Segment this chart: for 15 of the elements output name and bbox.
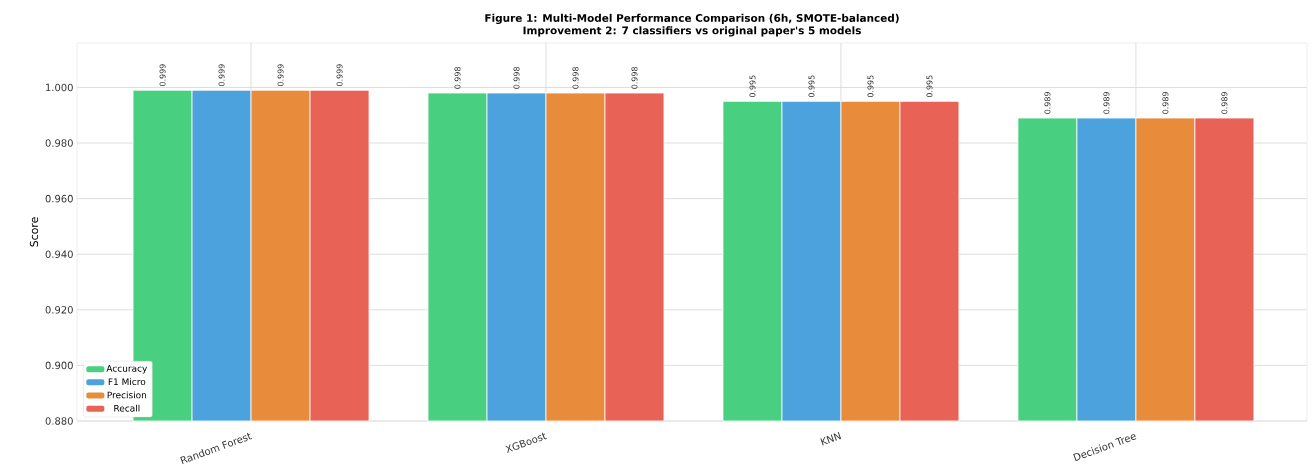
legend-label: Accuracy [106,365,148,374]
legend-label: Precision [107,391,147,399]
chart-title: Figure 1: Multi-Model Performance Comparison (6h, SMOTE-balanced) [485,13,899,25]
legend-label: Recall [114,404,140,412]
y-tick-label: 0.920 [45,306,73,314]
y-tick-label: 1.000 [46,83,73,92]
legend-label: F1 Micro [108,378,146,386]
chart-subtitle: Improvement 2: 7 classifiers vs original paper's 5 models [523,26,861,37]
y-axis-title: Score [29,217,39,247]
y-tick-label: 0.980 [45,139,73,147]
y-tick-label: 0.940 [45,250,73,258]
y-tick-label: 0.880 [45,417,73,425]
y-tick-label: 0.960 [45,194,73,203]
x-tick-label: KNN [820,431,842,446]
y-tick-label: 0.900 [45,361,73,370]
